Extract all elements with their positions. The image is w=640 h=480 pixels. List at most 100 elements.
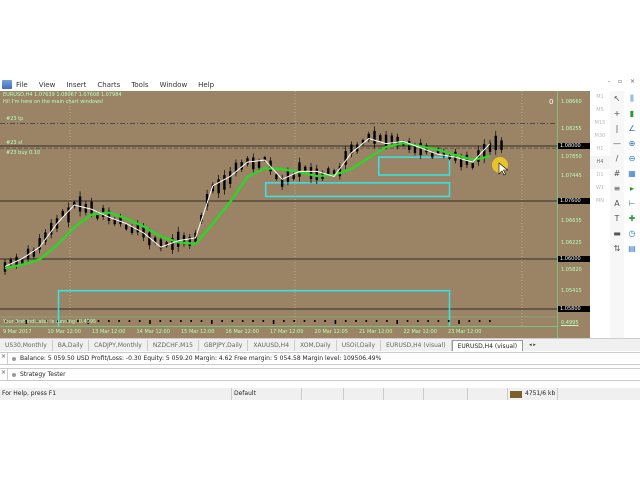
menu-help[interactable]: Help (198, 80, 215, 89)
chart-tab[interactable]: US30,Monthly (0, 339, 53, 351)
candle-body (246, 158, 249, 165)
close-icon[interactable]: × (0, 353, 8, 364)
candle-body (448, 155, 451, 159)
timeframe-m1[interactable]: M1 (596, 94, 604, 100)
indicator-bar (272, 320, 275, 324)
candle-body (44, 232, 47, 242)
price-line (4, 138, 491, 267)
crosshair-icon[interactable]: + (613, 109, 621, 118)
date-label: 21 Mar 12:00 (359, 329, 393, 335)
candle-body (119, 216, 122, 225)
text-icon[interactable]: A (614, 199, 620, 208)
rectangle-icon[interactable]: ▬ (613, 229, 621, 238)
autoscroll-icon[interactable]: ▸ (629, 184, 634, 193)
indicators-icon[interactable]: ✚ (628, 214, 636, 223)
indicator-bar (386, 320, 388, 322)
fibonacci-icon[interactable]: ≡ (613, 184, 621, 193)
bar-chart-icon[interactable]: ⫼ (630, 94, 634, 103)
menu-view[interactable]: View (38, 80, 56, 89)
chart-shift-icon[interactable]: ⊢ (628, 199, 636, 208)
chart-tab[interactable]: NZDCHF,M15 (148, 339, 199, 351)
tab-scroll-arrows-icon[interactable]: ◂ ▸ (529, 342, 536, 348)
candle-body (148, 232, 151, 246)
text-label-icon[interactable]: T (614, 214, 620, 223)
price-axis: 1.08660 1.08255 1.07850 1.07445 1.06635 1.062… (557, 91, 590, 338)
timeframe-h1[interactable]: H1 (596, 146, 604, 152)
arrows-icon[interactable]: ⇅ (613, 244, 621, 253)
cursor-icon[interactable]: ↖ (613, 94, 621, 103)
menu-insert[interactable]: Insert (66, 80, 87, 89)
chart-tab[interactable]: CADJPY,Monthly (89, 339, 148, 351)
periods-icon[interactable]: ◷ (628, 229, 636, 238)
candle-body (344, 151, 347, 165)
candle-body (263, 157, 267, 161)
status-cell (468, 388, 508, 400)
date-label: 23 Mar 12:00 (448, 329, 482, 335)
price-chart[interactable] (0, 91, 557, 326)
indicator-bar (406, 320, 409, 322)
candle-body (379, 135, 382, 141)
menu-window[interactable]: Window (159, 80, 188, 89)
tp-label: #23 tp (6, 116, 24, 122)
menu-file[interactable]: File (16, 80, 28, 89)
candle-body (315, 168, 318, 181)
candle-body (96, 212, 99, 219)
indicator-bar (252, 320, 254, 322)
indicator-bar (97, 320, 100, 322)
candle-body (390, 135, 394, 144)
horizontal-line-icon[interactable]: — (613, 139, 621, 148)
indicator-bar (468, 320, 471, 322)
app-icon (2, 80, 12, 89)
strategy-tester-title[interactable]: Strategy Tester (20, 371, 66, 378)
timeframe-m5[interactable]: M5 (596, 107, 604, 113)
chart-tab[interactable]: XAUUSD,H4 (248, 339, 296, 351)
date-label: 9 Mar 2017 (3, 329, 32, 335)
indicator-bar (365, 320, 368, 322)
window-controls[interactable]: - ▫ × (607, 78, 638, 85)
channel-icon[interactable]: # (613, 169, 621, 178)
tile-windows-icon[interactable]: ▦ (628, 169, 636, 178)
chart-tab[interactable]: EURUSD,H4 (visual) (451, 339, 524, 351)
candle-body (350, 144, 353, 155)
indicator-bar (35, 320, 38, 322)
indicator-bar (396, 320, 398, 324)
indicator-bar (262, 320, 265, 322)
zoom-out-icon[interactable]: ⊖ (628, 154, 636, 163)
close-icon[interactable]: × (0, 369, 8, 380)
timeframe-mn[interactable]: MN (595, 198, 605, 204)
indicator-bar (283, 320, 285, 322)
status-dot-icon (12, 356, 16, 361)
candle-body (396, 136, 399, 147)
candle-body (309, 166, 313, 180)
candle-body (200, 214, 203, 222)
chart-tab[interactable]: BA,Daily (53, 339, 90, 351)
trendline-icon[interactable]: / (615, 154, 619, 163)
chart-tab[interactable]: EURUSD,H4 (visual) (381, 339, 452, 351)
timeframe-m15[interactable]: M15 (594, 120, 606, 126)
templates-icon[interactable]: ▤ (628, 244, 636, 253)
chart-tab[interactable]: XOM,Daily (295, 339, 337, 351)
vertical-line-icon[interactable]: | (615, 124, 619, 133)
menu-bar: File View Insert Charts Tools Window Hel… (0, 78, 640, 91)
chart-window[interactable]: EURUSD,H4 1.07639 1.08067 1.07608 1.0798… (0, 91, 590, 338)
candle-body (384, 134, 388, 146)
menu-charts[interactable]: Charts (97, 80, 121, 89)
menu-tools[interactable]: Tools (131, 80, 149, 89)
chart-tab[interactable]: GBPJPY,Daily (199, 339, 249, 351)
status-cell (302, 388, 344, 400)
candle-body (125, 224, 128, 230)
indicator-label: Your first indicator is running! 0.4995 (3, 319, 97, 325)
zoom-in-icon[interactable]: ⊕ (628, 139, 636, 148)
candlestick-icon[interactable]: ▮ (629, 109, 635, 118)
timeframe-h4[interactable]: H4 (590, 156, 610, 169)
timeframe-w1[interactable]: W1 (595, 185, 605, 191)
candle-body (32, 249, 36, 257)
line-chart-icon[interactable]: ∠ (628, 124, 636, 133)
timeframe-m30[interactable]: M30 (594, 133, 606, 139)
candle-body (471, 162, 474, 168)
timeframe-d1[interactable]: D1 (596, 172, 604, 178)
indicator-bar (149, 320, 151, 324)
candle-body (171, 238, 174, 250)
candle-body (488, 142, 492, 152)
chart-tab[interactable]: USOil,Daily (337, 339, 382, 351)
